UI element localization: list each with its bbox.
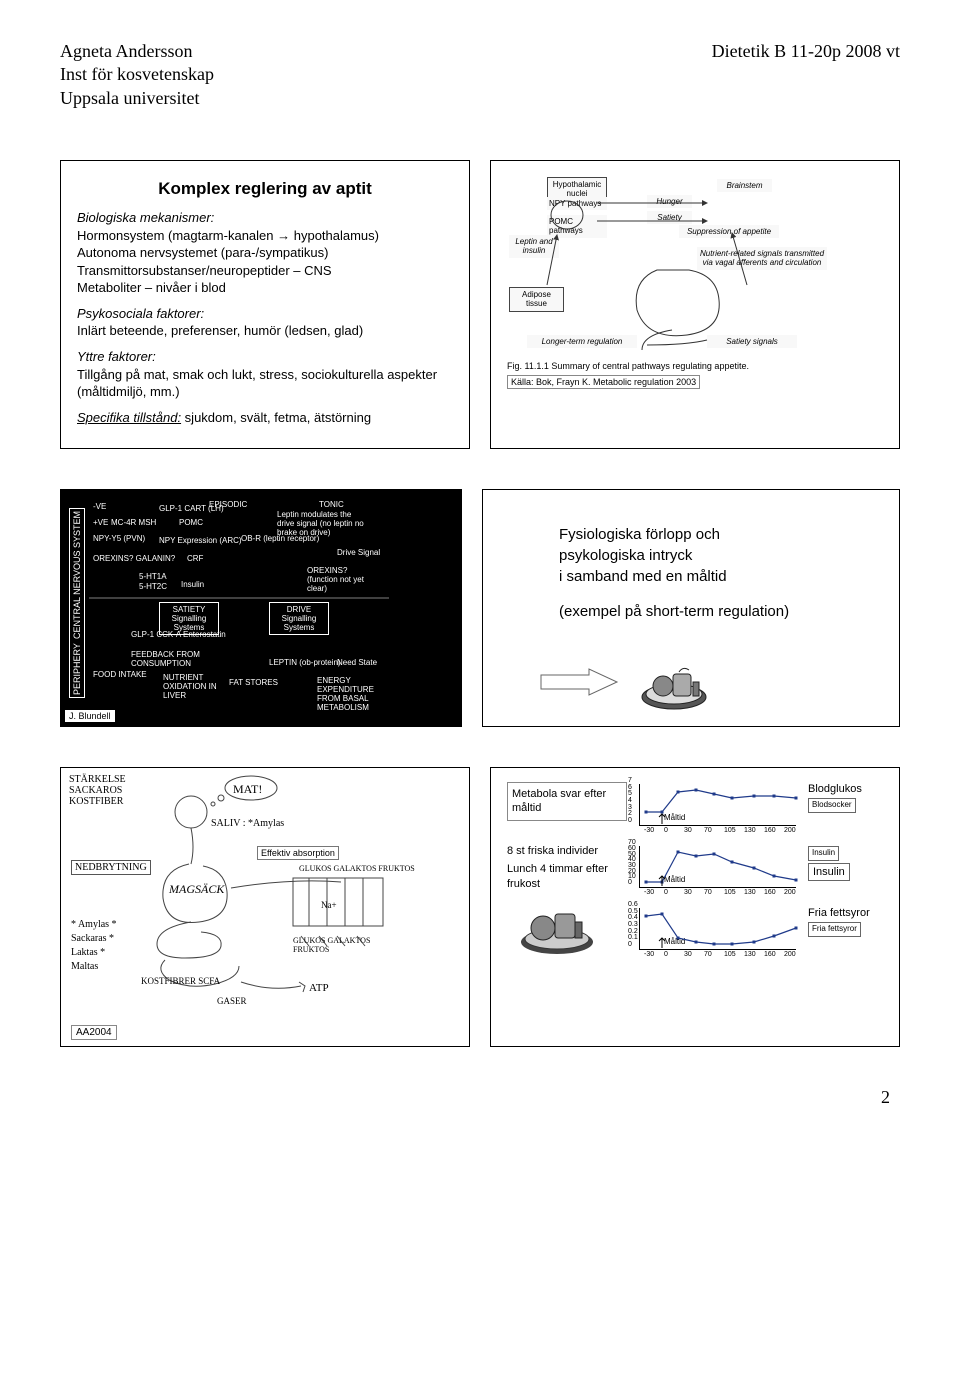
university: Uppsala universitet bbox=[60, 87, 214, 110]
chart-insulin: Måltid -30030701051301602000102030405060… bbox=[639, 846, 796, 888]
bio-label: Biologiska mekanismer: bbox=[77, 210, 214, 225]
bio-l1: Hormonsystem (magtarm-kanalen → hypothal… bbox=[77, 228, 379, 243]
arrow-food-row bbox=[539, 652, 883, 712]
eff-absorption-label: Effektiv absorption bbox=[257, 846, 339, 860]
slide-row-1: Komplex reglering av aptit Biologiska me… bbox=[60, 160, 900, 449]
row-ffa: Måltid -300307010513016020000.10.20.30.4… bbox=[507, 906, 883, 966]
yttre-label: Yttre faktorer: bbox=[77, 349, 156, 364]
fig-caption: Fig. 11.1.1 Summary of central pathways … bbox=[507, 361, 883, 371]
page-header: Agneta Andersson Inst för kosvetenskap U… bbox=[60, 40, 900, 110]
saliv-label: SALIV : *Amylas bbox=[211, 818, 284, 829]
bio-l4: Metaboliter – nivåer i blod bbox=[77, 280, 226, 295]
glukos-top: GLUKOS GALAKTOS FRUKTOS bbox=[299, 864, 415, 873]
s4-l1: Fysiologiska förlopp och bbox=[559, 524, 883, 545]
na-label: Na+ bbox=[321, 900, 337, 910]
glukos-bottom: GLUKOS GALAKTOS FRUKTOS bbox=[293, 936, 393, 954]
psy-l1: Inlärt beteende, preferenser, humör (led… bbox=[77, 323, 363, 338]
psy-label: Psykosociala faktorer: bbox=[77, 306, 204, 321]
source-box: Källa: Bok, Frayn K. Metabolic regulatio… bbox=[507, 375, 700, 389]
metabola-box: Metabola svar efter måltid bbox=[507, 782, 627, 821]
course-title: Dietetik B 11-20p 2008 vt bbox=[712, 40, 900, 63]
enzyme-list: * Amylas * Sackaras * Laktas * Maltas bbox=[71, 918, 131, 974]
atp-label: ATP bbox=[309, 982, 329, 994]
page-number: 2 bbox=[60, 1087, 900, 1108]
slide-2: Hypothalamic nuclei NPY pathways POMC pa… bbox=[490, 160, 900, 449]
gaser-label: GASER bbox=[217, 996, 247, 1006]
chart1-legend: Blodsocker bbox=[808, 798, 856, 812]
top-words: STÄRKELSE SACKAROS KOSTFIBER bbox=[69, 774, 139, 807]
desc2: Lunch 4 timmar efter frukost bbox=[507, 862, 627, 891]
slide-row-2: PERIPHERY CENTRAL NERVOUS SYSTEM EPISODI… bbox=[60, 489, 900, 727]
s4-l4: (exempel på short-term regulation) bbox=[559, 601, 883, 622]
header-right: Dietetik B 11-20p 2008 vt bbox=[712, 40, 900, 110]
s4-l2: psykologiska intryck bbox=[559, 545, 883, 566]
desc1: 8 st friska individer bbox=[507, 844, 627, 858]
mat-bubble: MAT! bbox=[233, 782, 262, 797]
author-name: Agneta Andersson bbox=[60, 40, 214, 63]
row-glucose: Metabola svar efter måltid Måltid -30030… bbox=[507, 782, 883, 832]
chart1-title: Blodglukos bbox=[808, 782, 883, 796]
spec-text: sjukdom, svält, fetma, ätstörning bbox=[181, 410, 371, 425]
black-diagram-svg bbox=[69, 498, 453, 708]
slide-5: STÄRKELSE SACKAROS KOSTFIBER MAT! SALIV … bbox=[60, 767, 470, 1047]
slide-4: Fysiologiska förlopp och psykologiska in… bbox=[482, 489, 900, 727]
s4-l3: i samband med en måltid bbox=[559, 566, 883, 587]
slide-4-text: Fysiologiska förlopp och psykologiska in… bbox=[559, 524, 883, 622]
chart-ffa: Måltid -300307010513016020000.10.20.30.4… bbox=[639, 908, 796, 950]
slide-3: PERIPHERY CENTRAL NERVOUS SYSTEM EPISODI… bbox=[60, 489, 462, 727]
row-insulin: 8 st friska individer Lunch 4 timmar eft… bbox=[507, 844, 883, 894]
right-arrow-icon bbox=[539, 667, 619, 697]
spec-label: Specifika tillstånd: bbox=[77, 410, 181, 425]
chart2-legend: Insulin bbox=[808, 846, 839, 860]
bio-l3: Transmittorsubstanser/neuropeptider – CN… bbox=[77, 263, 332, 278]
magsack-label: MAGSÄCK bbox=[169, 882, 224, 897]
appetite-diagram: Hypothalamic nuclei NPY pathways POMC pa… bbox=[507, 175, 883, 355]
diagram-svg: x bbox=[507, 175, 883, 355]
chart-glucose: Måltid -30030701051301602000234567 bbox=[639, 784, 796, 826]
chart2-title: Insulin bbox=[808, 863, 850, 881]
chart3-title: Fria fettsyror bbox=[808, 906, 883, 920]
slide-1-title: Komplex reglering av aptit bbox=[77, 179, 453, 199]
nedbrytning-box: NEDBRYTNING bbox=[71, 860, 151, 875]
blundell-tag: J. Blundell bbox=[65, 710, 115, 722]
bio-l2: Autonoma nervsystemet (para-/sympatikus) bbox=[77, 245, 328, 260]
department: Inst för kosvetenskap bbox=[60, 63, 214, 86]
food-plate-icon bbox=[639, 652, 709, 712]
food-clipart-icon bbox=[517, 896, 597, 956]
slide-1: Komplex reglering av aptit Biologiska me… bbox=[60, 160, 470, 449]
blundell-diagram: PERIPHERY CENTRAL NERVOUS SYSTEM EPISODI… bbox=[69, 498, 453, 708]
slide-6: Metabola svar efter måltid Måltid -30030… bbox=[490, 767, 900, 1047]
chart3-legend: Fria fettsyror bbox=[808, 922, 861, 936]
aa2004-box: AA2004 bbox=[71, 1025, 117, 1040]
header-left: Agneta Andersson Inst för kosvetenskap U… bbox=[60, 40, 214, 110]
digestion-sketch-icon bbox=[61, 768, 469, 1028]
yttre-l1: Tillgång på mat, smak och lukt, stress, … bbox=[77, 367, 437, 400]
slide-row-3: STÄRKELSE SACKAROS KOSTFIBER MAT! SALIV … bbox=[60, 767, 900, 1047]
kostfiber-label: KOSTFIBRER SCFA bbox=[141, 976, 220, 986]
